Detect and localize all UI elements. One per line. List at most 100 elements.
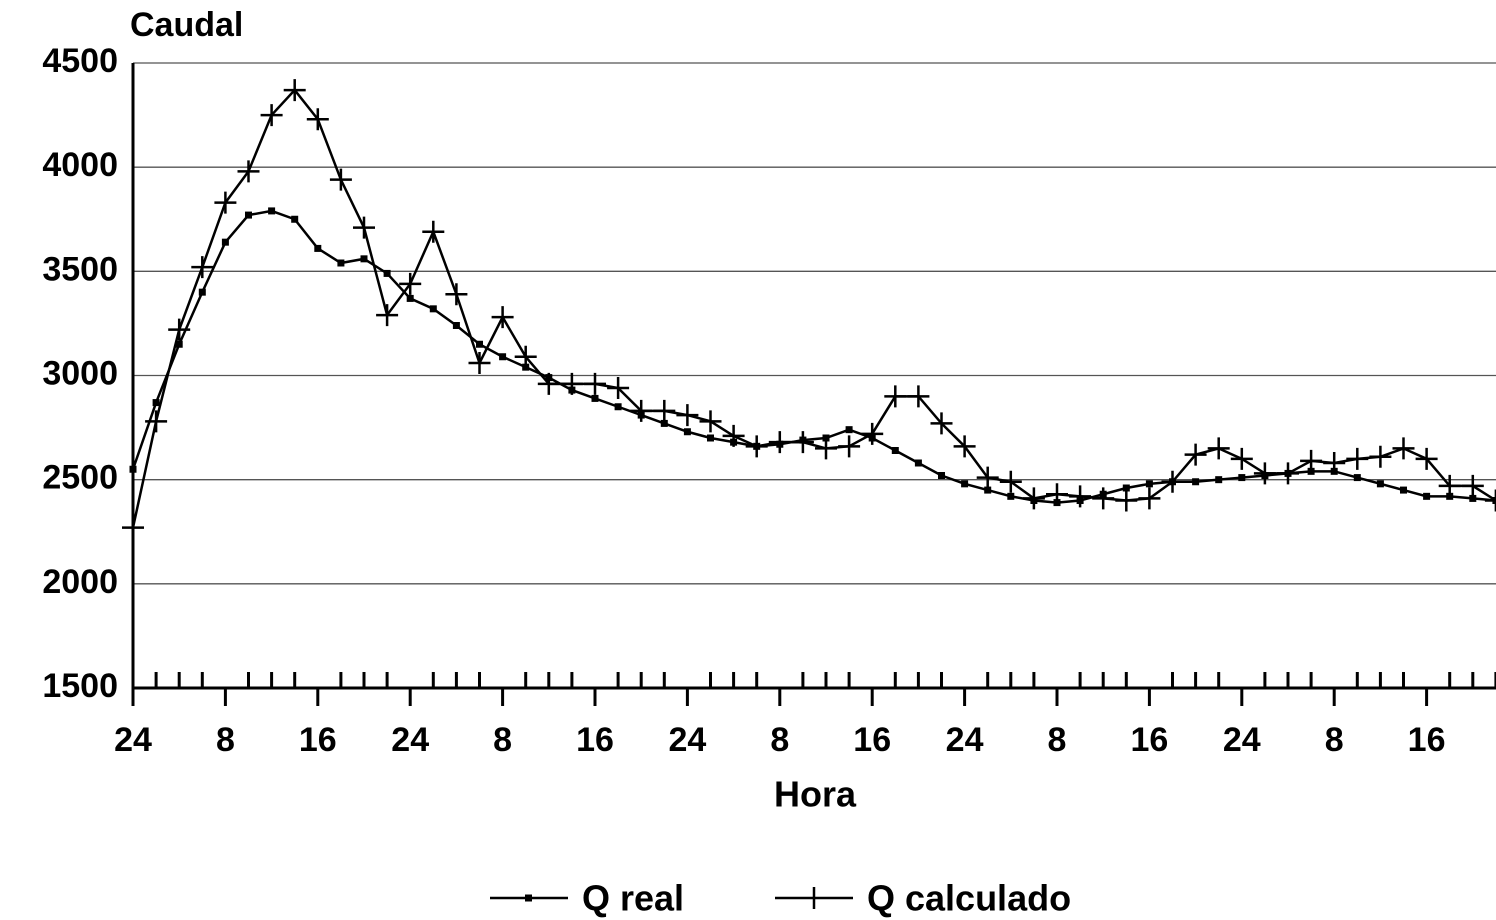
x-tick-label: 8 [770, 721, 789, 759]
point [953, 435, 976, 458]
point [560, 372, 583, 395]
x-tick-label: 16 [1408, 721, 1446, 759]
point [1145, 480, 1153, 488]
series-line [131, 209, 1496, 504]
point [152, 399, 160, 407]
point [198, 288, 206, 296]
point [1046, 483, 1068, 506]
point [168, 318, 191, 341]
point [745, 435, 768, 458]
point [1207, 437, 1230, 460]
point [129, 465, 137, 473]
point [1161, 470, 1184, 493]
point [214, 191, 237, 214]
point [452, 322, 460, 329]
point [1069, 485, 1092, 508]
point [260, 104, 283, 127]
point [514, 345, 537, 368]
point [353, 216, 375, 239]
point [1323, 452, 1346, 474]
point [591, 394, 599, 402]
point [1423, 492, 1431, 500]
x-tick-label: 16 [853, 721, 891, 759]
point [1138, 487, 1161, 510]
point [976, 466, 999, 489]
point [306, 108, 329, 131]
y-tick-label: 4500 [42, 42, 118, 80]
x-tick-label: 16 [576, 721, 614, 759]
point [1253, 462, 1276, 485]
point [1400, 486, 1407, 494]
point [891, 447, 899, 454]
x-tick-label: 16 [1130, 721, 1168, 759]
point [245, 211, 252, 219]
point [1184, 443, 1207, 466]
point [422, 220, 445, 243]
point [291, 215, 299, 223]
point [283, 79, 306, 102]
point [838, 435, 861, 458]
point [237, 160, 260, 183]
point [429, 305, 437, 313]
x-tick-label: 24 [1223, 721, 1261, 759]
point [630, 399, 653, 422]
point [1376, 480, 1384, 488]
point [476, 340, 483, 348]
point [383, 269, 391, 277]
x-tick-label: 24 [668, 721, 706, 759]
x-axis-label: Hora [774, 774, 857, 815]
point [399, 272, 422, 295]
point [1092, 487, 1115, 510]
point [614, 403, 622, 411]
point [1461, 474, 1484, 497]
point [1007, 492, 1015, 500]
x-tick-label: 24 [946, 721, 984, 759]
point [1192, 478, 1200, 486]
x-tick-label: 8 [216, 721, 235, 759]
point [907, 385, 930, 408]
point [683, 428, 691, 436]
point [1022, 487, 1045, 510]
series-line [131, 88, 1496, 528]
x-tick-label: 24 [391, 721, 429, 759]
point [1300, 449, 1323, 472]
point [1277, 462, 1299, 485]
point [337, 259, 345, 267]
point [1122, 484, 1130, 492]
x-tick-label: 16 [299, 721, 337, 759]
point [499, 353, 507, 361]
point [938, 472, 945, 479]
legend-label: Q calculado [867, 878, 1071, 919]
y-tick-label: 1500 [42, 667, 118, 705]
point [584, 372, 606, 395]
point [1484, 489, 1496, 512]
point [845, 426, 853, 434]
point [660, 419, 668, 427]
point [1392, 437, 1415, 460]
y-tick-label: 2000 [42, 563, 118, 601]
point [145, 410, 168, 433]
point [1215, 476, 1223, 484]
x-tick-label: 24 [114, 721, 152, 759]
point [676, 404, 699, 427]
point [722, 424, 745, 447]
legend-marker [525, 894, 532, 902]
y-tick-label: 3500 [42, 250, 118, 288]
point [1230, 447, 1253, 470]
point [1438, 474, 1461, 497]
point [122, 516, 144, 539]
point [930, 412, 953, 435]
point [914, 459, 922, 467]
legend-label: Q real [582, 878, 684, 919]
point [1469, 494, 1477, 502]
point [861, 422, 884, 445]
point [791, 431, 814, 454]
x-tick-label: 8 [1325, 721, 1344, 759]
point [221, 238, 229, 246]
point [406, 294, 414, 302]
point [1238, 474, 1246, 482]
point [699, 410, 722, 433]
point [445, 283, 468, 306]
